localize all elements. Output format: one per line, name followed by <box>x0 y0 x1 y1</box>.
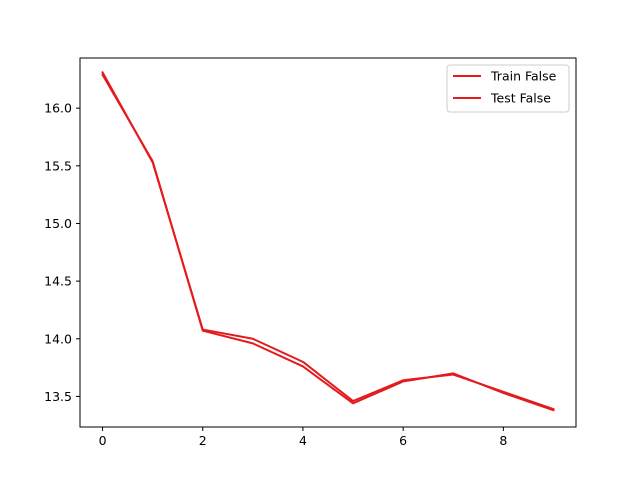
y-axis: 13.5 14.0 14.5 15.0 15.5 16.0 <box>44 101 80 404</box>
x-tick-label: 2 <box>199 433 207 448</box>
legend-label-train-false: Train False <box>490 69 557 84</box>
y-tick-label: 15.5 <box>44 158 72 173</box>
y-tick-label: 14.5 <box>44 274 72 289</box>
series-layer <box>101 71 555 412</box>
legend-label-test-false: Test False <box>490 91 551 106</box>
y-tick-label: 15.0 <box>44 216 72 231</box>
x-tick-label: 8 <box>499 433 507 448</box>
x-tick-label: 4 <box>299 433 307 448</box>
legend: Train False Test False <box>446 64 570 113</box>
series-line-test-false <box>101 73 555 412</box>
x-tick-label: 0 <box>99 433 107 448</box>
x-tick-label: 6 <box>399 433 407 448</box>
y-tick-label: 14.0 <box>44 331 72 346</box>
x-axis: 0 2 4 6 8 <box>99 427 507 448</box>
y-tick-label: 13.5 <box>44 389 72 404</box>
y-tick-label: 16.0 <box>44 101 72 116</box>
plot-frame <box>79 57 577 428</box>
